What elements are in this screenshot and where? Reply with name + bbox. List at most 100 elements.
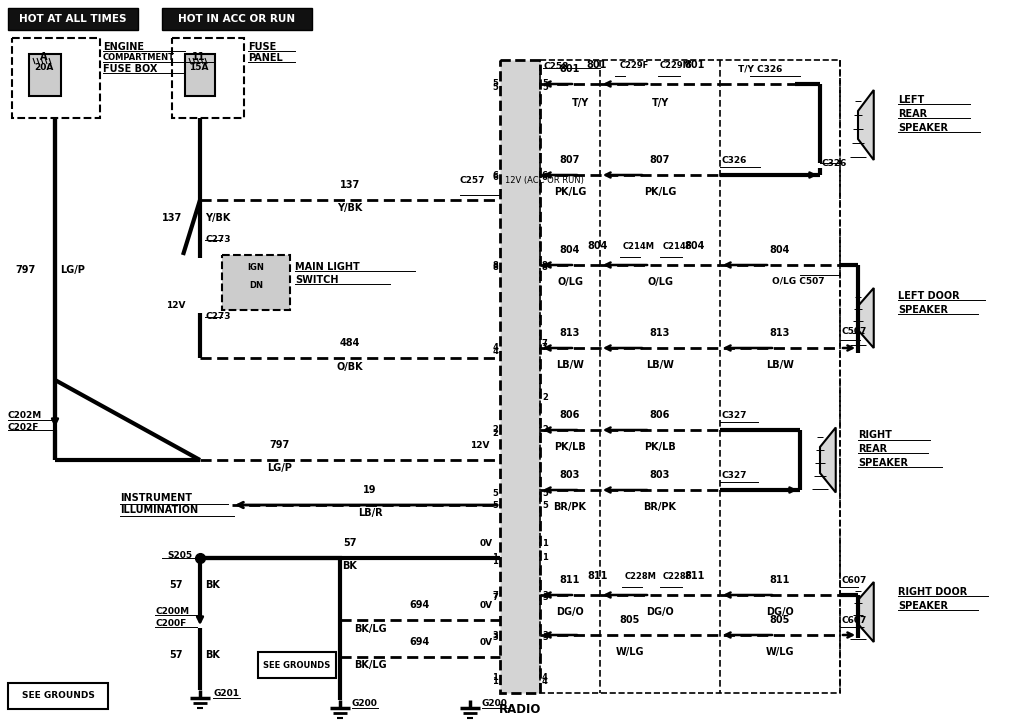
Text: C326: C326 (722, 156, 748, 165)
Text: 5: 5 (542, 500, 548, 510)
Text: 0V: 0V (480, 601, 493, 610)
Text: C257: C257 (460, 176, 485, 185)
Text: 3: 3 (542, 630, 548, 640)
Text: SPEAKER: SPEAKER (898, 305, 948, 315)
Text: BK/LG: BK/LG (353, 624, 386, 634)
Text: 811: 811 (685, 571, 706, 581)
Text: A: A (40, 52, 48, 62)
Text: 1: 1 (542, 539, 548, 547)
Polygon shape (858, 288, 873, 348)
Text: 5: 5 (493, 82, 498, 92)
Text: ILLUMINATION: ILLUMINATION (120, 505, 198, 515)
Text: G200: G200 (352, 699, 378, 709)
Text: 5: 5 (542, 489, 548, 497)
Text: 806: 806 (650, 410, 670, 420)
Text: G201: G201 (213, 690, 239, 698)
Text: C326: C326 (822, 158, 848, 168)
Text: Y/BK: Y/BK (337, 203, 362, 213)
Text: C327: C327 (722, 411, 748, 420)
Text: C258: C258 (543, 62, 568, 71)
Text: 137: 137 (340, 180, 360, 190)
Text: ENGINE: ENGINE (103, 42, 144, 52)
Text: HOT IN ACC OR RUN: HOT IN ACC OR RUN (178, 14, 296, 24)
Text: 694: 694 (410, 600, 430, 610)
Text: FUSE: FUSE (248, 42, 276, 52)
Text: 57: 57 (170, 650, 183, 660)
Text: C214M: C214M (623, 242, 655, 251)
Text: SPEAKER: SPEAKER (858, 458, 908, 468)
Text: 1: 1 (493, 674, 498, 683)
Text: LB/W: LB/W (646, 360, 674, 370)
Text: 57: 57 (343, 538, 356, 548)
FancyBboxPatch shape (185, 54, 215, 96)
Text: 797: 797 (270, 440, 290, 450)
Text: C202M: C202M (8, 411, 42, 419)
Text: C327: C327 (722, 471, 748, 480)
Text: FUSE BOX: FUSE BOX (103, 64, 158, 74)
Text: 12V (ACC OR RUN): 12V (ACC OR RUN) (505, 176, 584, 185)
Text: O/LG: O/LG (557, 277, 583, 287)
Text: DN: DN (249, 281, 263, 289)
Text: 803: 803 (560, 470, 581, 480)
Text: 804: 804 (770, 245, 791, 255)
Text: O/LG: O/LG (647, 277, 673, 287)
Text: REAR: REAR (858, 444, 887, 454)
Text: C607: C607 (842, 616, 867, 625)
Text: 805: 805 (620, 615, 640, 625)
Text: 0V: 0V (480, 539, 493, 548)
Text: 807: 807 (650, 155, 670, 165)
Text: T/Y: T/Y (571, 98, 589, 108)
FancyBboxPatch shape (29, 54, 61, 96)
Text: W/LG: W/LG (766, 647, 795, 657)
Text: 2: 2 (542, 426, 548, 435)
Text: 12V: 12V (167, 301, 186, 309)
Text: 15A: 15A (189, 64, 209, 72)
Text: LEFT: LEFT (898, 95, 925, 105)
Text: Y/BK: Y/BK (205, 213, 230, 223)
Text: REAR: REAR (898, 109, 927, 119)
Text: G200: G200 (482, 699, 508, 709)
Text: 57: 57 (170, 580, 183, 590)
Text: SPEAKER: SPEAKER (898, 601, 948, 611)
Text: PANEL: PANEL (248, 53, 283, 63)
FancyBboxPatch shape (8, 8, 138, 30)
Text: 484: 484 (340, 338, 360, 348)
Text: DG/O: DG/O (766, 607, 794, 617)
Text: HOT AT ALL TIMES: HOT AT ALL TIMES (19, 14, 127, 24)
Text: LB/W: LB/W (556, 360, 584, 370)
Text: SPEAKER: SPEAKER (898, 123, 948, 133)
Text: C202F: C202F (8, 424, 39, 432)
Text: 19: 19 (364, 485, 377, 495)
Text: 4: 4 (542, 677, 548, 685)
Text: MAIN LIGHT: MAIN LIGHT (295, 262, 359, 272)
Text: 801: 801 (685, 60, 706, 70)
Text: 5: 5 (493, 489, 498, 497)
Text: C214F: C214F (663, 242, 692, 251)
Text: T/Y: T/Y (651, 98, 669, 108)
Text: 6: 6 (542, 174, 548, 182)
Text: IGN: IGN (248, 263, 264, 273)
Text: C200M: C200M (155, 607, 189, 617)
Text: LB/R: LB/R (357, 508, 382, 518)
Text: C273: C273 (205, 312, 230, 321)
Text: C228M: C228M (625, 572, 656, 581)
Text: SEE GROUNDS: SEE GROUNDS (22, 691, 94, 701)
Text: C229F: C229F (620, 61, 649, 70)
Text: 1: 1 (493, 557, 498, 565)
Text: 811: 811 (560, 575, 581, 585)
Text: 2: 2 (493, 429, 498, 437)
FancyBboxPatch shape (500, 60, 540, 693)
Text: 8: 8 (493, 263, 498, 273)
Text: BK/LG: BK/LG (353, 660, 386, 670)
Text: 12V: 12V (470, 441, 490, 450)
Text: 11: 11 (193, 52, 206, 62)
Text: BR/PK: BR/PK (643, 502, 677, 512)
Text: 5: 5 (493, 80, 498, 88)
Text: 7: 7 (542, 343, 548, 353)
Text: 811: 811 (770, 575, 791, 585)
Text: 0V: 0V (480, 638, 493, 647)
Text: 3: 3 (542, 591, 548, 599)
Text: BK: BK (343, 561, 357, 571)
Text: 813: 813 (770, 328, 791, 338)
Text: 2: 2 (542, 393, 548, 403)
